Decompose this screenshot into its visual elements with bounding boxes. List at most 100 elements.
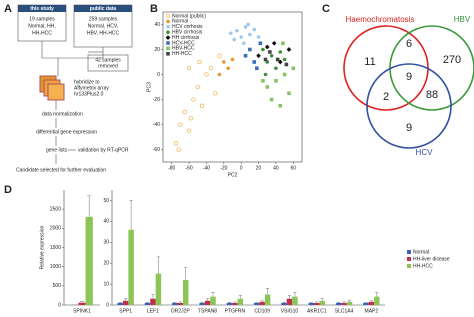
box-text: 19 samples [29,16,55,22]
x-axis-label: PC2 [228,172,238,178]
y-tick-label: 0 [106,302,109,308]
bar [172,302,178,305]
x-tick-label: 0 [240,165,243,171]
point [282,57,287,62]
x-tick-label: 40 [273,165,279,171]
point [263,57,268,62]
bar [319,300,325,305]
box-text: 42 samples [95,57,121,63]
point [255,66,259,71]
point [208,66,213,71]
legend-swatch [407,257,411,261]
point [178,122,183,127]
box-text: Normal, HCV, [88,23,118,29]
bar [122,300,129,305]
y-tick-label: -20 [153,97,160,103]
point [243,25,248,29]
point [282,72,287,77]
panel-label: A [4,3,12,15]
bar [199,302,205,305]
y-tick-label: 2000 [50,226,61,232]
point [182,109,187,115]
x-tick-label: LEF1 [147,308,159,314]
venn: Haemochromatosis HBV HCV 11 6 270 9 2 88… [343,15,474,157]
point [232,37,237,42]
venn-circle [366,63,452,149]
panel-label: C [322,3,330,15]
point [263,72,268,77]
bar [314,302,320,305]
bar [78,302,86,305]
bar [253,302,260,305]
point [217,72,222,77]
y-tick-label: 20 [154,47,160,53]
error-bar [375,292,379,297]
venn-label: Haemochromatosis [346,15,415,24]
point [165,35,171,40]
point [166,52,170,56]
legend-label: HH-HCC [413,263,433,269]
point [261,47,265,52]
point [275,57,280,62]
venn-count: 270 [443,54,461,66]
x-tick-label: VSIG10 [281,308,299,314]
point [188,116,193,121]
point [246,22,250,27]
point [256,35,261,39]
bar [292,296,298,305]
error-bar [342,301,346,303]
y-tick-label: 20 [103,261,109,267]
point [166,19,170,24]
error-bar [87,195,92,217]
bar [182,279,189,305]
connector [41,41,104,76]
error-bar [293,292,297,297]
error-bar [118,301,122,303]
bar [128,229,134,305]
y-tick-label: 50 [103,198,109,204]
error-bar [315,301,319,303]
panel-label: B [150,3,158,15]
error-bar [173,301,177,303]
bar [346,301,353,305]
x-tick-label: 20 [256,165,262,171]
y-tick-label: 1000 [50,264,61,270]
error-bar [287,295,292,299]
legend-label: HCV-HCC [172,40,195,46]
y-tick-label: 40 [154,22,160,28]
bar [155,273,162,305]
bar [368,301,375,305]
point [217,53,222,58]
venn-count: 2 [383,91,389,103]
plot-frame [162,11,303,163]
x-tick-label: PTGFRN [225,308,246,314]
point [258,41,263,46]
point [252,60,257,64]
point [226,66,230,71]
point [248,47,252,52]
error-bar [124,298,128,301]
y-tick-label: 30 [103,240,109,246]
y-tick-label: 2500 [50,206,61,212]
legend-swatch [407,250,411,254]
box-text: 259 samples [89,16,118,22]
point [287,91,291,96]
error-bar [320,298,324,301]
point [239,35,243,39]
point [166,25,170,29]
bar [264,294,271,305]
box-text: HBV, HH-HCC [87,30,120,36]
bar [363,302,369,305]
point [281,41,285,46]
x-tick-label: SLC1A4 [335,308,354,314]
y-tick-label: 1500 [50,245,61,251]
point [274,66,278,71]
legend-label: HBV cirrhosis [172,30,203,36]
point [197,59,202,65]
error-bar [145,301,150,303]
error-bar [369,300,373,302]
point [243,53,248,58]
x-tick-label: 60 [291,165,297,171]
x-tick-label: SPP1 [119,308,132,314]
error-bar [347,299,352,302]
